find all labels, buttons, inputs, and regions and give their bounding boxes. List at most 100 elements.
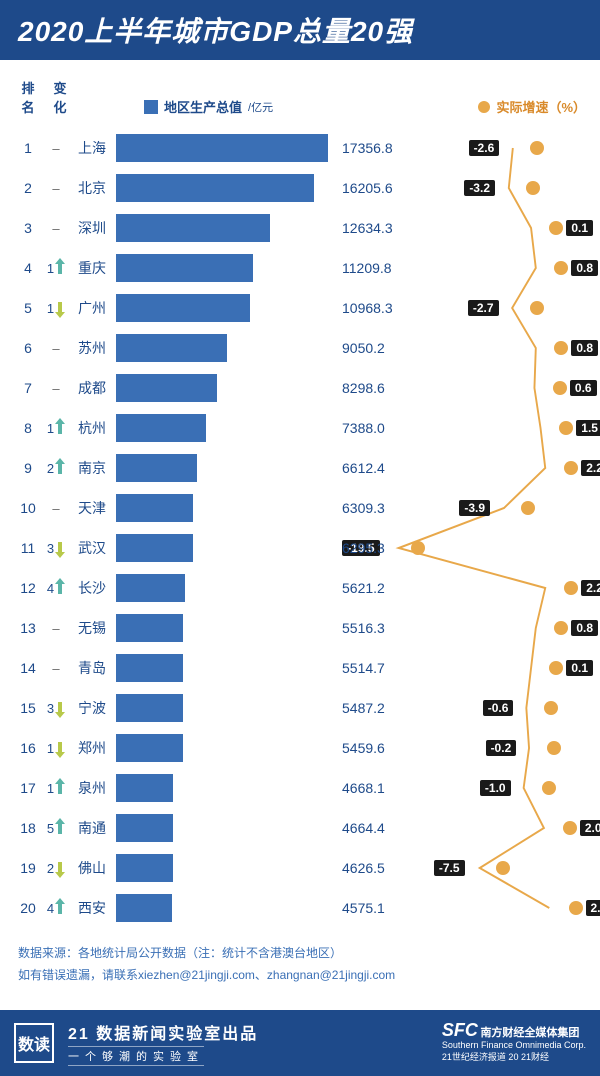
- cell-rank: 20: [14, 900, 42, 916]
- table-row: 2–北京16205.6: [14, 168, 586, 208]
- bar-wrap: [116, 174, 336, 202]
- bar-wrap: [116, 694, 336, 722]
- cell-change: –: [42, 661, 70, 676]
- footer-sfc-en: Southern Finance Omnimedia Corp.: [442, 1039, 586, 1051]
- cell-change: 5: [42, 820, 70, 836]
- cell-city: 郑州: [70, 738, 114, 758]
- cell-city: 长沙: [70, 578, 114, 598]
- cell-gdp-value: 10968.3: [336, 300, 412, 316]
- gdp-bar: [116, 894, 172, 922]
- cell-change: 1: [42, 300, 70, 316]
- change-dash-icon: –: [52, 141, 59, 156]
- page-title: 2020上半年城市GDP总量20强: [0, 0, 600, 60]
- cell-city: 深圳: [70, 218, 114, 238]
- gdp-bar: [116, 614, 183, 642]
- cell-rank: 13: [14, 620, 42, 636]
- change-dash-icon: –: [52, 221, 59, 236]
- cell-gdp-value: 17356.8: [336, 140, 412, 156]
- gdp-bar: [116, 694, 183, 722]
- cell-change: 1: [42, 780, 70, 796]
- cell-rank: 14: [14, 660, 42, 676]
- table-row: 153宁波5487.2: [14, 688, 586, 728]
- arrow-up-icon: [55, 900, 65, 916]
- table-row: 185南通4664.4: [14, 808, 586, 848]
- change-dash-icon: –: [52, 181, 59, 196]
- cell-change: –: [42, 141, 70, 156]
- change-dash-icon: –: [52, 621, 59, 636]
- gdp-bar: [116, 814, 173, 842]
- change-number: 1: [47, 781, 54, 796]
- cell-change: –: [42, 181, 70, 196]
- cell-rank: 1: [14, 140, 42, 156]
- cell-city: 无锡: [70, 618, 114, 638]
- footer-lab-line2: 一个够潮的实验室: [68, 1046, 204, 1066]
- cell-city: 武汉: [70, 538, 114, 558]
- legend-bar-unit: /亿元: [248, 99, 273, 115]
- gdp-bar: [116, 534, 193, 562]
- cell-rank: 8: [14, 420, 42, 436]
- change-number: 1: [47, 301, 54, 316]
- cell-city: 上海: [70, 138, 114, 158]
- cell-rank: 15: [14, 700, 42, 716]
- cell-city: 泉州: [70, 778, 114, 798]
- cell-change: –: [42, 341, 70, 356]
- cell-city: 佛山: [70, 858, 114, 878]
- bar-wrap: [116, 534, 336, 562]
- bar-wrap: [116, 894, 336, 922]
- table-row: 92南京6612.4: [14, 448, 586, 488]
- cell-rank: 19: [14, 860, 42, 876]
- bar-wrap: [116, 614, 336, 642]
- change-number: 4: [47, 581, 54, 596]
- arrow-down-icon: [55, 700, 65, 716]
- cell-rank: 12: [14, 580, 42, 596]
- table-row: 6–苏州9050.2: [14, 328, 586, 368]
- cell-rank: 16: [14, 740, 42, 756]
- chart-area: 排 名 变 化 地区生产总值 /亿元 实际增速（%） -2.6-3.20.10.…: [0, 60, 600, 928]
- data-rows: -2.6-3.20.10.8-2.70.80.61.52.2-3.9-19.52…: [14, 128, 586, 928]
- gdp-bar: [116, 374, 217, 402]
- bar-wrap: [116, 254, 336, 282]
- cell-gdp-value: 5514.7: [336, 660, 412, 676]
- cell-city: 南通: [70, 818, 114, 838]
- legend-growth: 实际增速（%）: [478, 97, 586, 116]
- change-dash-icon: –: [52, 661, 59, 676]
- growth-label: 2.8: [586, 900, 600, 916]
- arrow-down-icon: [55, 300, 65, 316]
- cell-gdp-value: 6309.3: [336, 500, 412, 516]
- table-row: 14–青岛5514.7: [14, 648, 586, 688]
- arrow-up-icon: [55, 780, 65, 796]
- gdp-bar: [116, 654, 183, 682]
- arrow-up-icon: [55, 460, 65, 476]
- cell-change: 1: [42, 260, 70, 276]
- cell-city: 北京: [70, 178, 114, 198]
- change-number: 4: [47, 901, 54, 916]
- arrow-down-icon: [55, 860, 65, 876]
- cell-gdp-value: 5621.2: [336, 580, 412, 596]
- cell-change: –: [42, 621, 70, 636]
- cell-gdp-value: 7388.0: [336, 420, 412, 436]
- table-row: 1–上海 17356.8: [14, 128, 586, 168]
- gdp-bar: [116, 254, 253, 282]
- change-dash-icon: –: [52, 341, 59, 356]
- cell-change: 2: [42, 860, 70, 876]
- cell-gdp-value: 4668.1: [336, 780, 412, 796]
- cell-city: 西安: [70, 898, 114, 918]
- table-row: 10–天津6309.3: [14, 488, 586, 528]
- table-row: 3–深圳12634.3: [14, 208, 586, 248]
- cell-city: 南京: [70, 458, 114, 478]
- bar-wrap: [116, 774, 336, 802]
- cell-rank: 11: [14, 540, 42, 556]
- cell-gdp-value: 6612.4: [336, 460, 412, 476]
- bar-wrap: [116, 654, 336, 682]
- cell-city: 杭州: [70, 418, 114, 438]
- footer-sfc: SFC 南方财经全媒体集团 Southern Finance Omnimedia…: [442, 1024, 586, 1063]
- gdp-bar: [116, 774, 173, 802]
- cell-change: –: [42, 221, 70, 236]
- change-number: 2: [47, 461, 54, 476]
- cell-gdp-value: 5459.6: [336, 740, 412, 756]
- gdp-bar: [116, 414, 206, 442]
- cell-rank: 5: [14, 300, 42, 316]
- gdp-bar: [116, 734, 183, 762]
- bar-wrap: [116, 414, 336, 442]
- cell-gdp-value: 5487.2: [336, 700, 412, 716]
